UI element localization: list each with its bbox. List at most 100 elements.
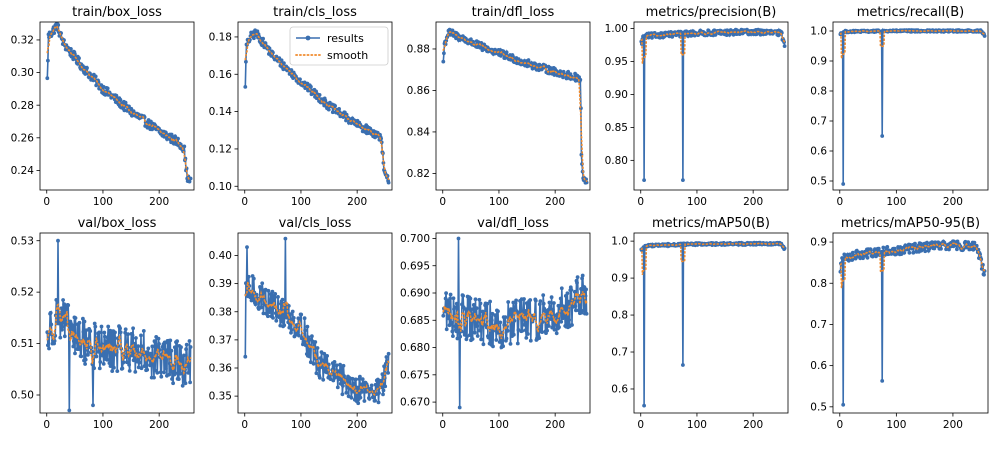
data-point [559,319,564,324]
data-point [187,339,192,343]
data-point [550,307,555,312]
y-tick-label: 0.7 [611,347,628,359]
data-point [497,340,502,344]
data-point [269,310,274,314]
results-markers [243,28,391,185]
data-point [167,372,172,377]
data-point [94,83,99,88]
data-point [132,358,137,362]
data-point [102,330,107,335]
data-point [367,397,372,401]
data-point [261,36,265,41]
data-point [188,176,193,181]
data-point [93,324,98,329]
data-point [61,321,66,325]
data-point [277,314,282,318]
data-point [515,341,520,346]
data-point [923,249,928,254]
data-point [320,360,325,364]
data-point [475,334,480,338]
smooth-line [839,242,986,288]
data-point [46,58,50,63]
data-point [183,381,188,386]
data-point [545,328,549,333]
data-point [481,342,486,347]
data-point [187,179,192,184]
data-point [477,297,482,302]
y-tick-label: 0.95 [605,56,628,68]
data-point [70,323,75,328]
data-point [902,250,907,255]
data-point [333,104,337,108]
data-point [501,344,505,349]
panel-train-cls-loss: train/cls_loss 0 100 200 0.10 0.12 0.14 0.16 0.1… [209,5,393,208]
panel-title: train/dfl_loss [472,5,555,20]
data-point [376,400,381,405]
data-point [456,236,461,241]
data-point [360,377,365,382]
data-point [446,316,451,321]
data-point [369,383,374,388]
data-point [331,378,336,383]
results-line [839,238,986,405]
data-point [569,288,574,292]
data-point [557,325,561,330]
x-tick-label: 0 [836,419,843,431]
data-point [337,377,341,382]
data-point [255,29,260,34]
data-point [138,354,143,359]
x-tick-label: 0 [637,419,644,431]
data-point [324,370,329,375]
results-line [442,27,588,184]
data-point [299,312,304,317]
data-point [506,300,511,304]
y-tick-label: 0.39 [209,278,232,290]
data-point [136,344,141,349]
data-point [246,274,251,279]
x-tick-label: 100 [291,196,311,208]
y-tick-label: 0.690 [400,288,430,300]
data-point [339,369,344,374]
data-point [336,369,341,374]
data-point [572,289,577,294]
data-point [317,375,322,380]
data-point [342,374,346,378]
data-point [455,336,460,341]
data-point [288,322,292,327]
data-point [150,344,155,349]
data-point [344,390,349,395]
y-tick-label: 0.8 [810,86,827,98]
panel-metrics-map50-95-b: metrics/mAP50-95(B) 0 100 200 0.5 0.6 0.7 0.8 0.… [810,216,989,431]
x-tick-label: 200 [347,196,367,208]
data-point [307,354,312,359]
y-tick-label: 0.5 [810,176,827,188]
data-point [73,316,78,320]
y-tick-label: 0.26 [11,132,35,144]
data-point [499,54,503,58]
data-point [858,256,863,261]
data-point [488,299,492,304]
data-point [354,377,358,382]
data-point [283,236,288,241]
data-point [947,247,951,252]
data-point [62,334,67,339]
x-tick-label: 200 [149,196,169,208]
panel-title: val/dfl_loss [477,216,549,231]
axes-frame [237,232,393,414]
data-point [274,318,279,323]
data-point [441,59,446,64]
data-point [123,330,128,335]
data-point [480,48,485,53]
data-point [81,316,85,321]
data-point [66,303,71,308]
data-point [565,291,570,296]
x-tick-label: 0 [439,196,446,208]
data-point [280,319,284,324]
panel-title: metrics/precision(B) [646,5,777,20]
results-markers [639,27,787,183]
data-point [512,318,517,323]
data-point [966,240,971,245]
data-point [511,332,516,337]
axes-frame [633,232,789,414]
data-point [145,367,150,372]
